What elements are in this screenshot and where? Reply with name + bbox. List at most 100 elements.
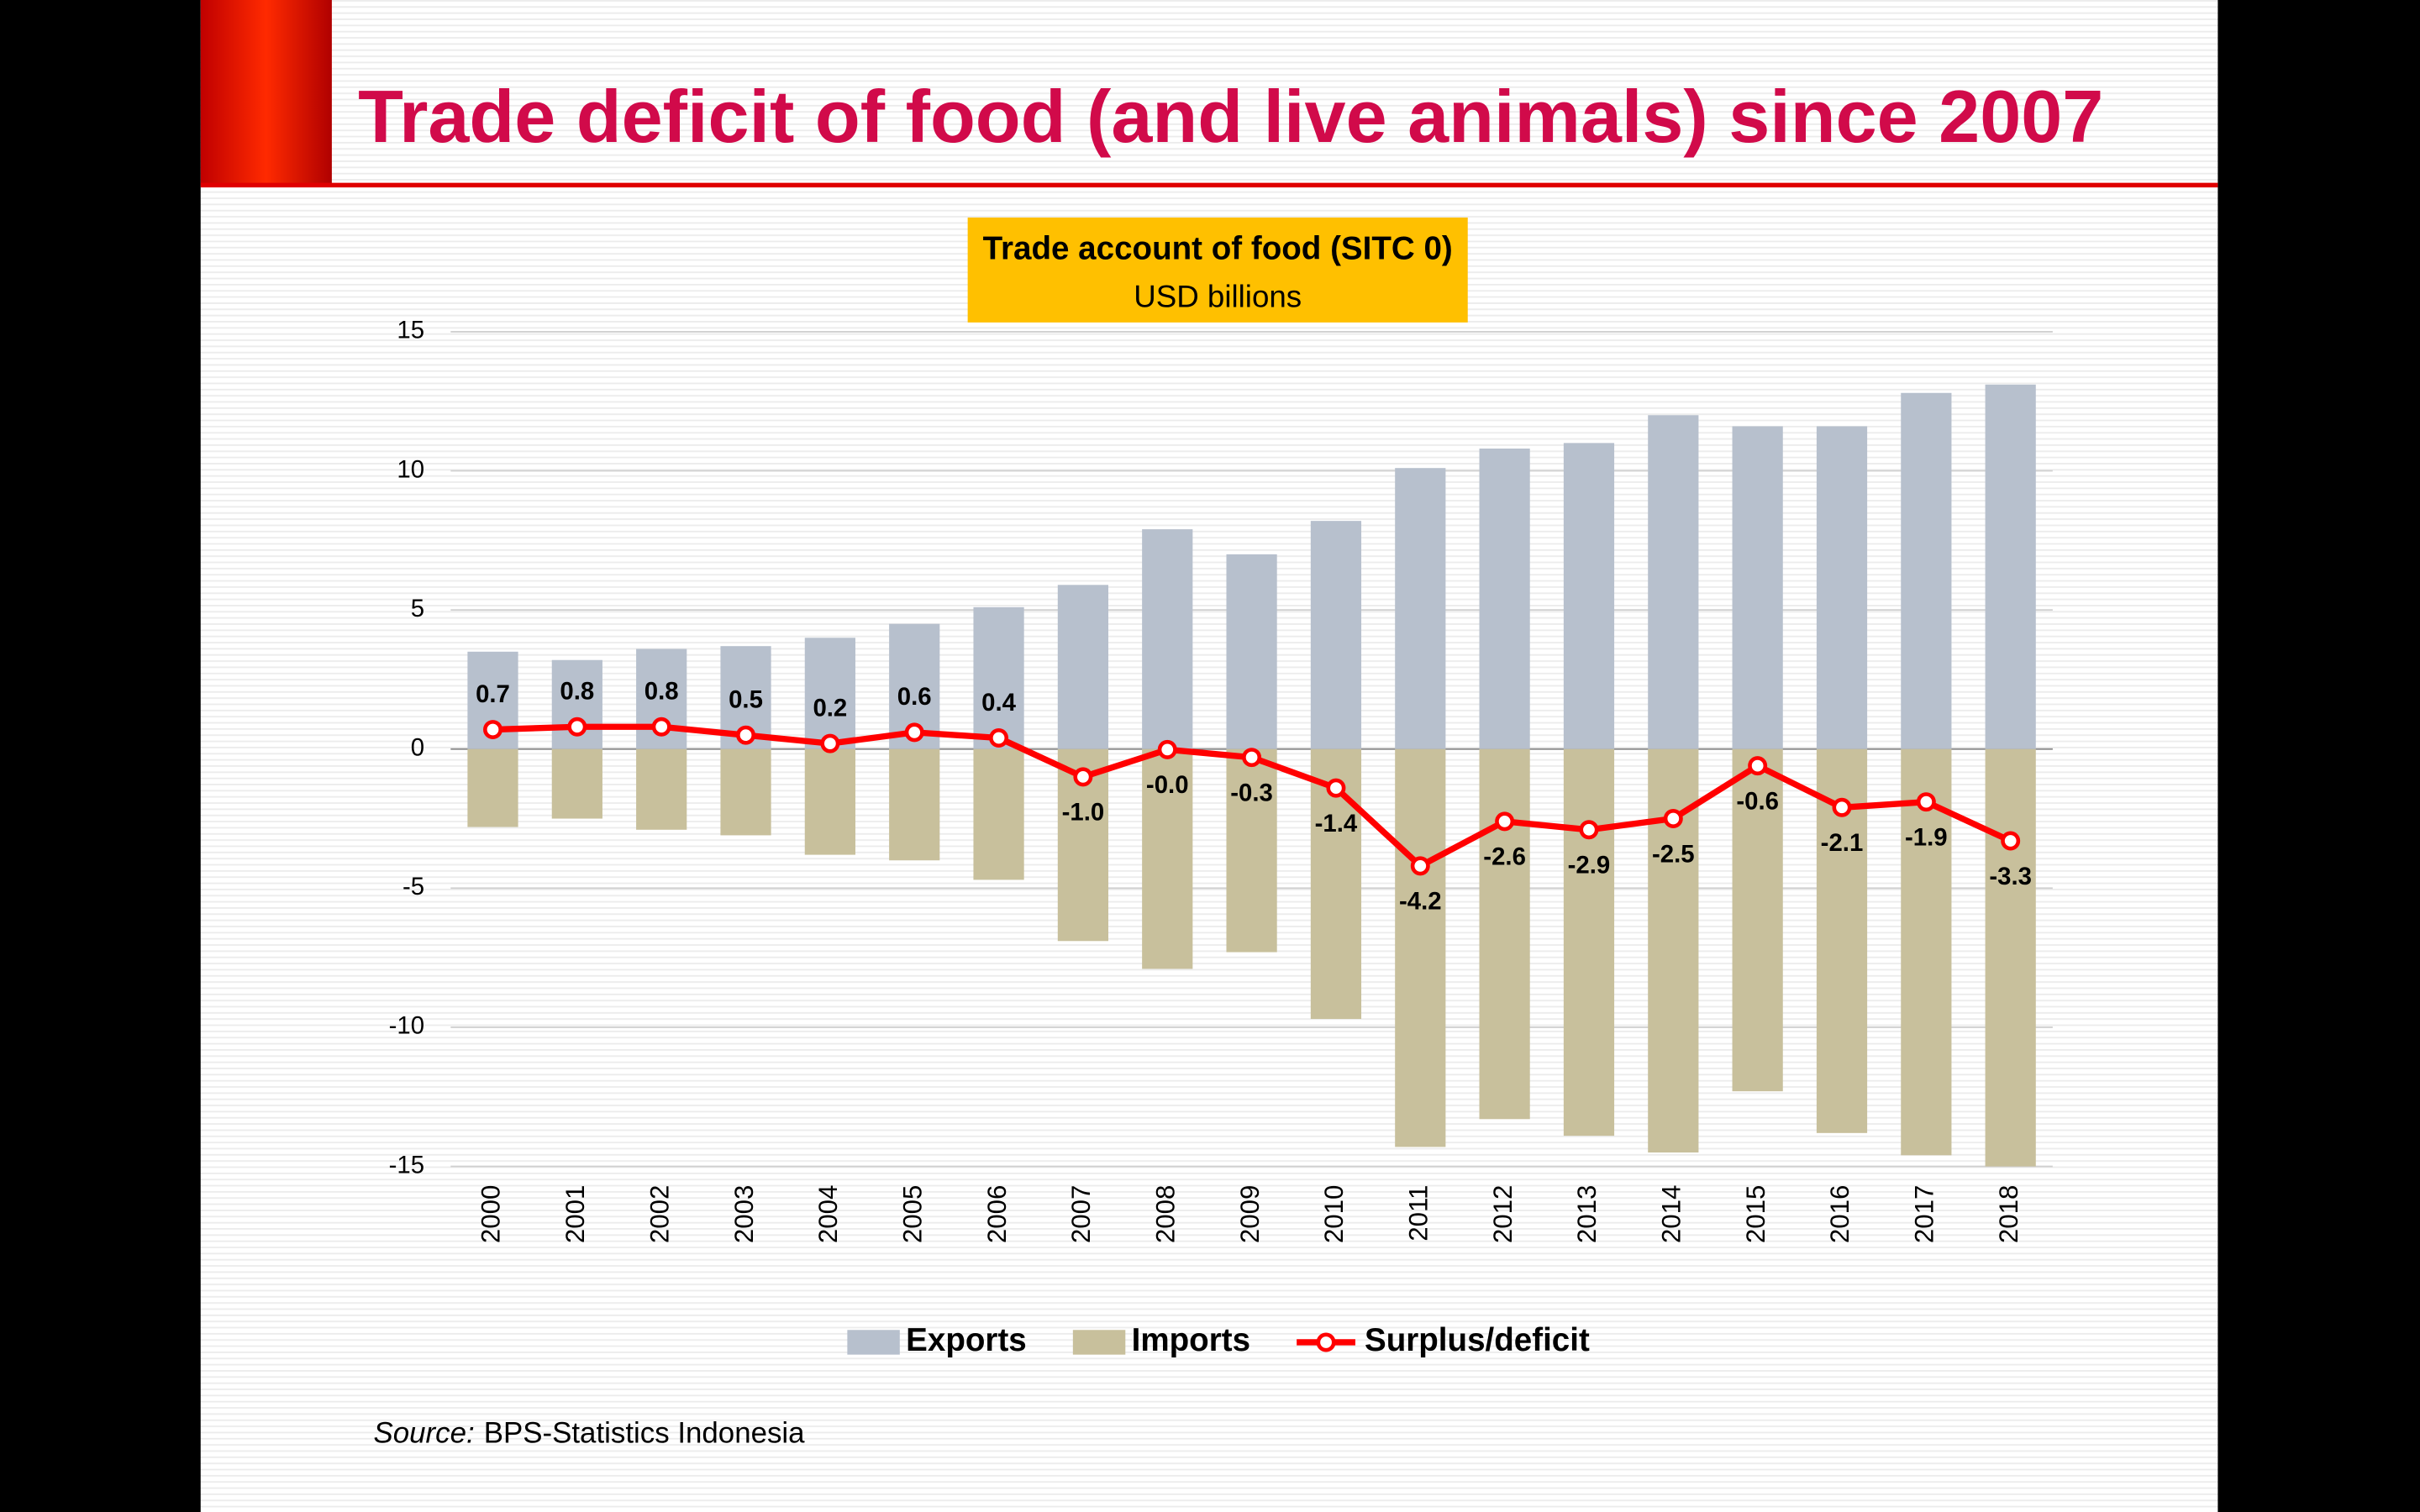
- line-point: [989, 728, 1009, 748]
- line-point: [736, 725, 756, 745]
- x-tick-label: 2008: [1150, 1185, 1180, 1243]
- x-tick-label: 2017: [1910, 1185, 1939, 1243]
- x-tick-label: 2016: [1825, 1185, 1854, 1243]
- line-point: [1073, 767, 1093, 787]
- bar: [1395, 748, 1446, 1147]
- bar: [1901, 748, 1952, 1156]
- slide-title: Trade deficit of food (and live animals)…: [358, 75, 2103, 158]
- line-point: [1916, 792, 1936, 812]
- chart-title: Trade account of food (SITC 0): [983, 231, 1453, 267]
- line-point: [1832, 797, 1852, 817]
- y-tick-label: -10: [389, 1012, 424, 1040]
- bar: [1395, 468, 1446, 749]
- bar: [1816, 426, 1868, 749]
- line-point: [2001, 831, 2021, 851]
- x-tick-label: 2018: [1994, 1185, 2023, 1243]
- data-label: -3.3: [1989, 863, 2032, 890]
- line-point: [1410, 856, 1430, 876]
- line-point: [820, 733, 840, 753]
- bar: [804, 638, 855, 749]
- y-tick-label: -5: [402, 873, 424, 900]
- legend-swatch: [847, 1330, 900, 1355]
- data-label: -1.9: [1905, 824, 1948, 852]
- bar: [1226, 748, 1277, 953]
- legend-label: Imports: [1132, 1322, 1250, 1358]
- x-tick-label: 2014: [1657, 1185, 1686, 1243]
- line-point: [1157, 739, 1177, 759]
- data-label: -1.0: [1062, 799, 1105, 827]
- x-tick-label: 2001: [560, 1185, 590, 1243]
- x-tick-label: 2013: [1572, 1185, 1602, 1243]
- bar: [1142, 529, 1193, 749]
- line-point: [651, 717, 671, 737]
- source: Source: BPS-Statistics Indonesia: [373, 1416, 805, 1449]
- bar: [1985, 748, 2036, 1167]
- chart-title-box: [967, 217, 1468, 323]
- y-tick-label: 10: [397, 455, 424, 483]
- bar: [1732, 748, 1783, 1092]
- data-label: -2.9: [1568, 852, 1611, 879]
- data-label: -0.3: [1230, 780, 1273, 807]
- bar: [1142, 748, 1193, 969]
- legend-label: Surplus/deficit: [1365, 1322, 1590, 1358]
- line-point: [1242, 748, 1262, 768]
- bar: [720, 748, 771, 836]
- x-tick-label: 2002: [644, 1185, 674, 1243]
- source-text: BPS-Statistics Indonesia: [484, 1416, 805, 1449]
- x-tick-label: 2005: [897, 1185, 927, 1243]
- line-point: [1663, 809, 1683, 829]
- y-tick-label: 15: [397, 317, 424, 344]
- line-point: [1748, 756, 1768, 776]
- bar: [1563, 443, 1615, 749]
- y-tick-label: 5: [411, 595, 424, 622]
- bar: [1310, 521, 1362, 749]
- bar: [551, 748, 602, 819]
- bar: [467, 748, 518, 827]
- x-tick-label: 2009: [1235, 1185, 1265, 1243]
- data-label: -2.6: [1483, 843, 1526, 871]
- bar: [973, 748, 1024, 880]
- plot: 15 10 5 0 -5 -10 -15 0.7 0.8 0.8 0.5 0.2 0.6 0.4 -1.0 -…: [389, 317, 2053, 1358]
- legend-swatch: [1072, 1330, 1126, 1355]
- data-label: 0.7: [476, 680, 510, 708]
- x-tick-label: 2015: [1741, 1185, 1770, 1243]
- bar: [1901, 392, 1952, 749]
- bar: [1226, 554, 1277, 749]
- data-label: -0.6: [1736, 787, 1779, 815]
- bar: [1479, 449, 1530, 749]
- legend-label: Exports: [906, 1322, 1027, 1358]
- bar: [636, 748, 687, 830]
- data-label: -2.5: [1652, 840, 1695, 868]
- x-tick-label: 2007: [1066, 1185, 1096, 1243]
- data-label: 0.2: [813, 694, 847, 722]
- line-point: [1579, 820, 1599, 840]
- bar: [1985, 384, 2036, 749]
- line-point: [483, 720, 502, 740]
- bar: [1563, 748, 1615, 1137]
- x-tick-label: 2012: [1488, 1185, 1518, 1243]
- legend-swatch-point: [1316, 1332, 1336, 1352]
- bar: [973, 606, 1024, 749]
- accent-block: [200, 0, 332, 186]
- data-label: 0.8: [560, 678, 594, 706]
- data-label: 0.5: [729, 686, 763, 714]
- x-tick-label: 2000: [476, 1185, 506, 1243]
- data-label: -0.0: [1146, 771, 1189, 799]
- bar: [889, 748, 940, 861]
- data-label: 0.4: [981, 689, 1016, 717]
- bar: [1648, 415, 1699, 749]
- bar: [1479, 748, 1530, 1120]
- data-label: -2.1: [1821, 829, 1864, 857]
- data-label: 0.8: [644, 678, 679, 706]
- bar: [804, 748, 855, 855]
- line-point: [1326, 778, 1346, 798]
- chart-subtitle: USD billions: [1134, 280, 1302, 314]
- x-tick-label: 2006: [982, 1185, 1012, 1243]
- y-tick-label: -15: [389, 1151, 424, 1179]
- data-label: -1.4: [1315, 810, 1358, 837]
- line-point: [904, 722, 924, 743]
- line-point: [567, 717, 587, 737]
- x-tick-label: 2010: [1319, 1185, 1349, 1243]
- data-label: -4.2: [1399, 888, 1442, 916]
